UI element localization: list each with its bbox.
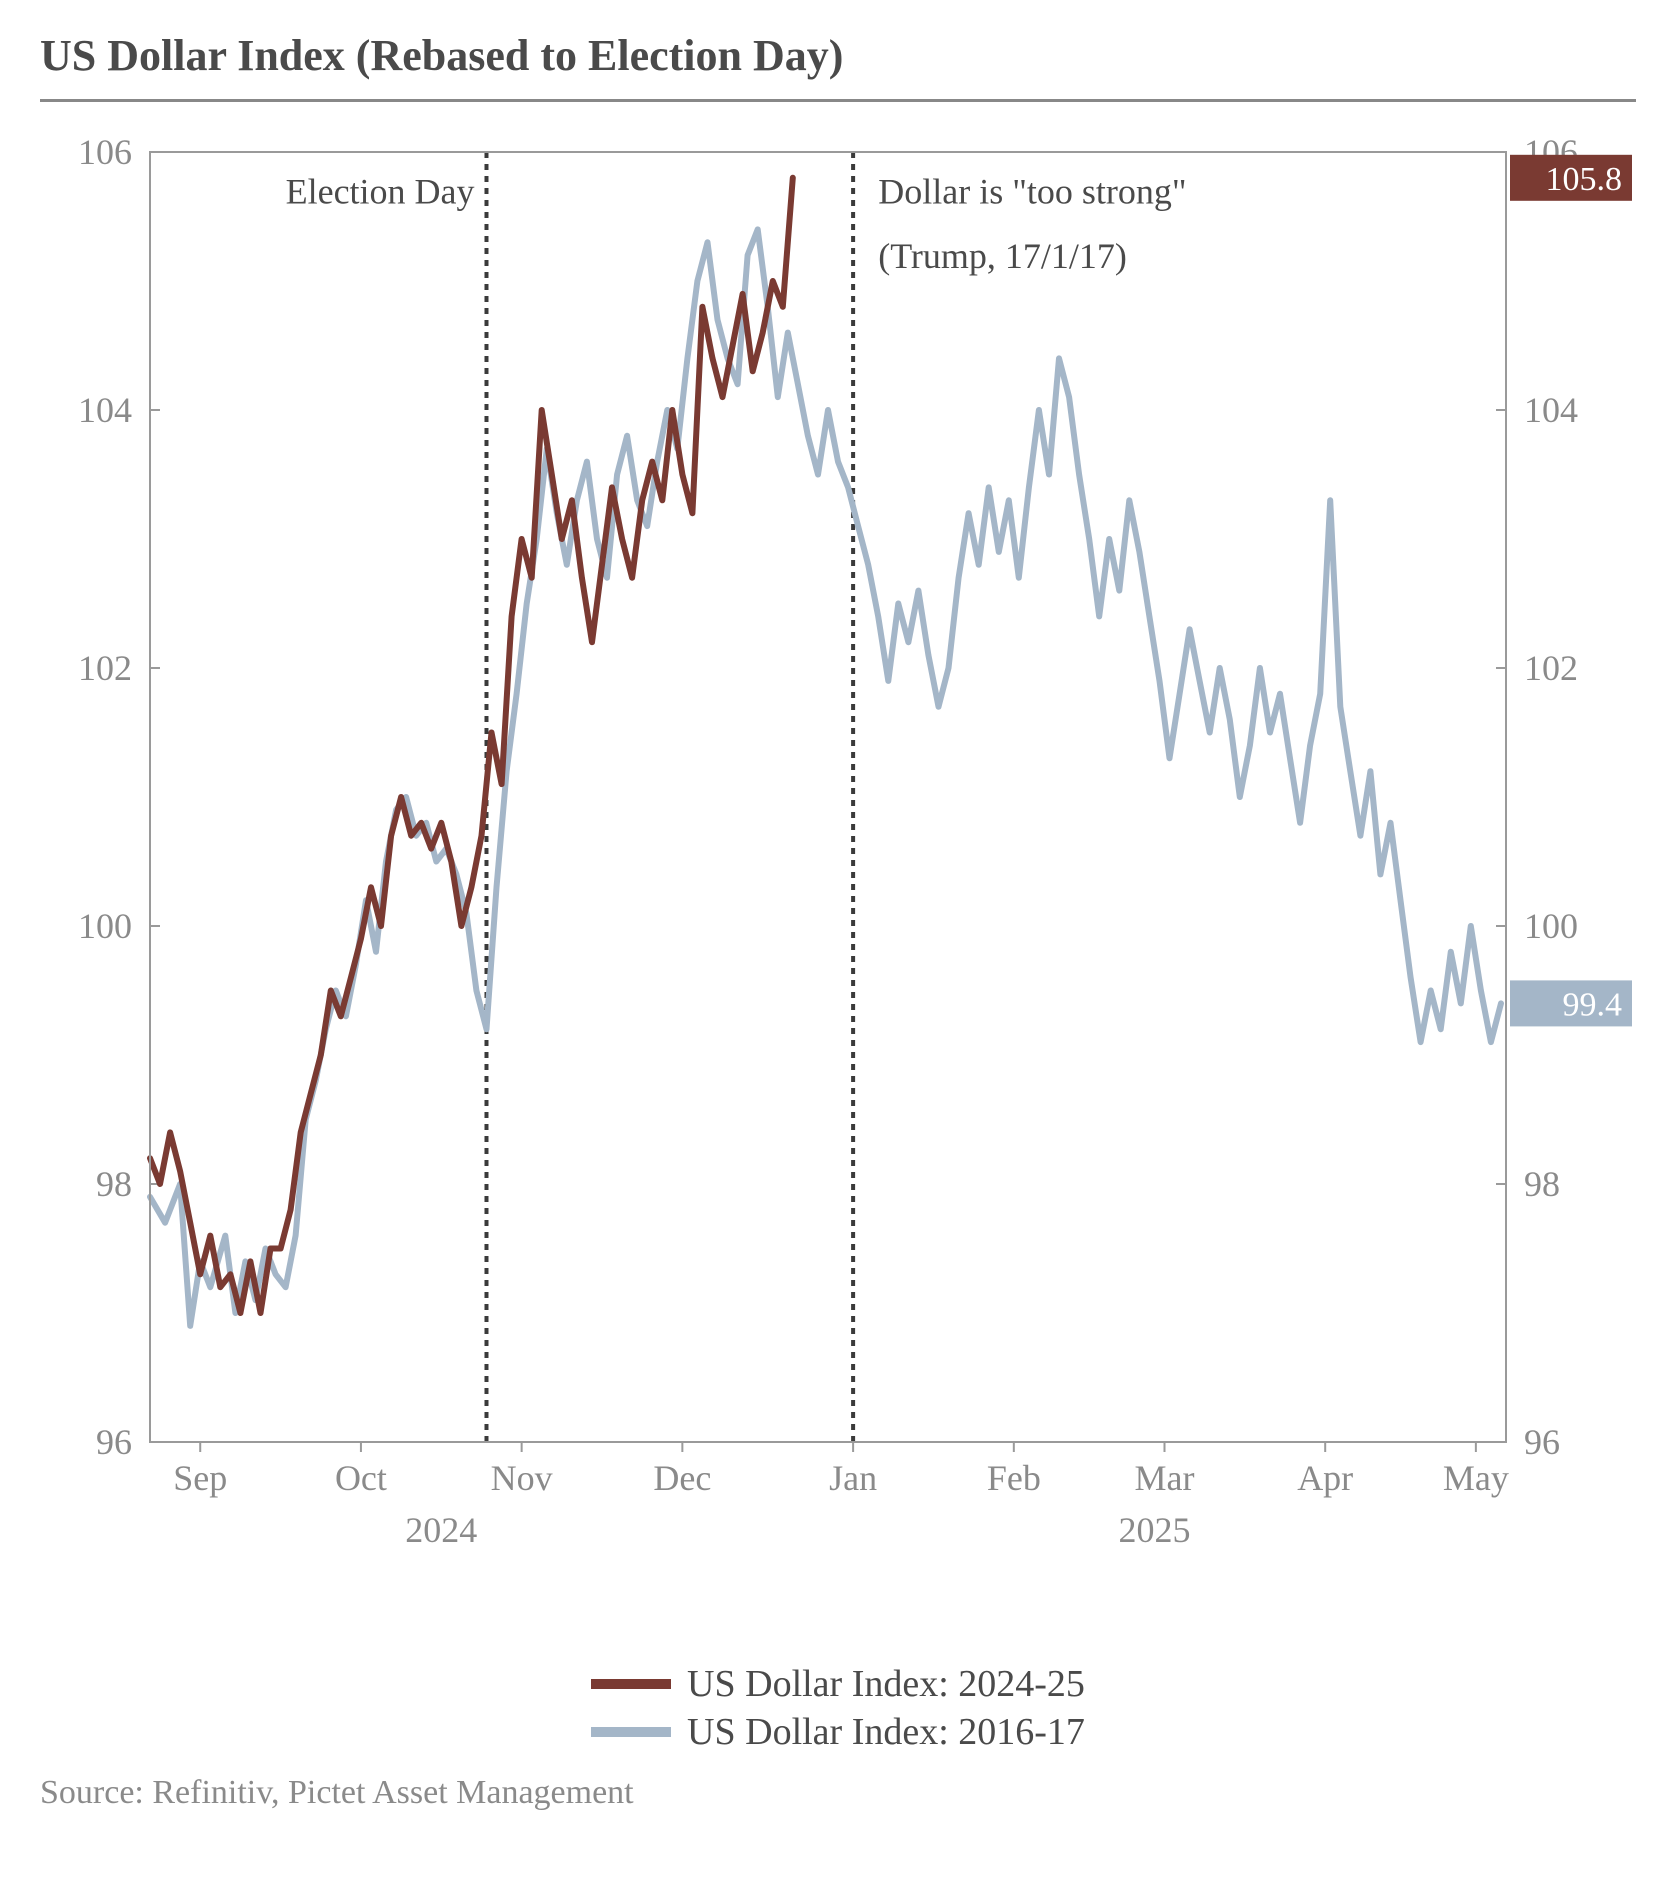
chart-container: US Dollar Index (Rebased to Election Day… (0, 0, 1676, 1904)
chart-plot-area: 96969898100100102102104104106106SepOctNo… (40, 132, 1636, 1652)
svg-text:98: 98 (96, 1164, 132, 1204)
legend-label: US Dollar Index: 2016-17 (687, 1710, 1085, 1754)
svg-text:Jan: Jan (829, 1458, 877, 1498)
svg-text:102: 102 (78, 648, 132, 688)
title-divider (40, 99, 1636, 102)
legend-row: US Dollar Index: 2024-25 (40, 1662, 1636, 1706)
svg-text:Feb: Feb (987, 1458, 1041, 1498)
svg-text:Sep: Sep (173, 1458, 227, 1498)
svg-text:2025: 2025 (1118, 1510, 1190, 1550)
legend-swatch (591, 1727, 671, 1737)
svg-text:96: 96 (96, 1422, 132, 1462)
legend-label: US Dollar Index: 2024-25 (687, 1662, 1085, 1706)
svg-text:May: May (1443, 1458, 1509, 1498)
svg-text:Dec: Dec (653, 1458, 711, 1498)
svg-text:Oct: Oct (335, 1458, 387, 1498)
chart-svg: 96969898100100102102104104106106SepOctNo… (40, 132, 1636, 1652)
svg-text:Nov: Nov (491, 1458, 553, 1498)
chart-source: Source: Refinitiv, Pictet Asset Manageme… (40, 1774, 1636, 1812)
svg-text:Apr: Apr (1297, 1458, 1353, 1498)
svg-text:(Trump, 17/1/17): (Trump, 17/1/17) (878, 236, 1127, 276)
svg-text:98: 98 (1524, 1164, 1560, 1204)
legend-swatch (591, 1679, 671, 1689)
svg-text:2024: 2024 (405, 1510, 477, 1550)
svg-text:Mar: Mar (1134, 1458, 1194, 1498)
svg-text:96: 96 (1524, 1422, 1560, 1462)
svg-text:105.8: 105.8 (1546, 161, 1623, 198)
chart-legend: US Dollar Index: 2024-25US Dollar Index:… (40, 1662, 1636, 1754)
svg-text:104: 104 (78, 390, 132, 430)
svg-text:Election Day: Election Day (286, 172, 475, 212)
legend-row: US Dollar Index: 2016-17 (40, 1710, 1636, 1754)
svg-text:100: 100 (1524, 906, 1578, 946)
svg-text:100: 100 (78, 906, 132, 946)
svg-text:106: 106 (78, 132, 132, 172)
svg-text:99.4: 99.4 (1563, 986, 1623, 1023)
svg-text:102: 102 (1524, 648, 1578, 688)
svg-text:Dollar is "too strong": Dollar is "too strong" (878, 172, 1186, 212)
svg-text:104: 104 (1524, 390, 1578, 430)
chart-title: US Dollar Index (Rebased to Election Day… (40, 30, 1636, 81)
